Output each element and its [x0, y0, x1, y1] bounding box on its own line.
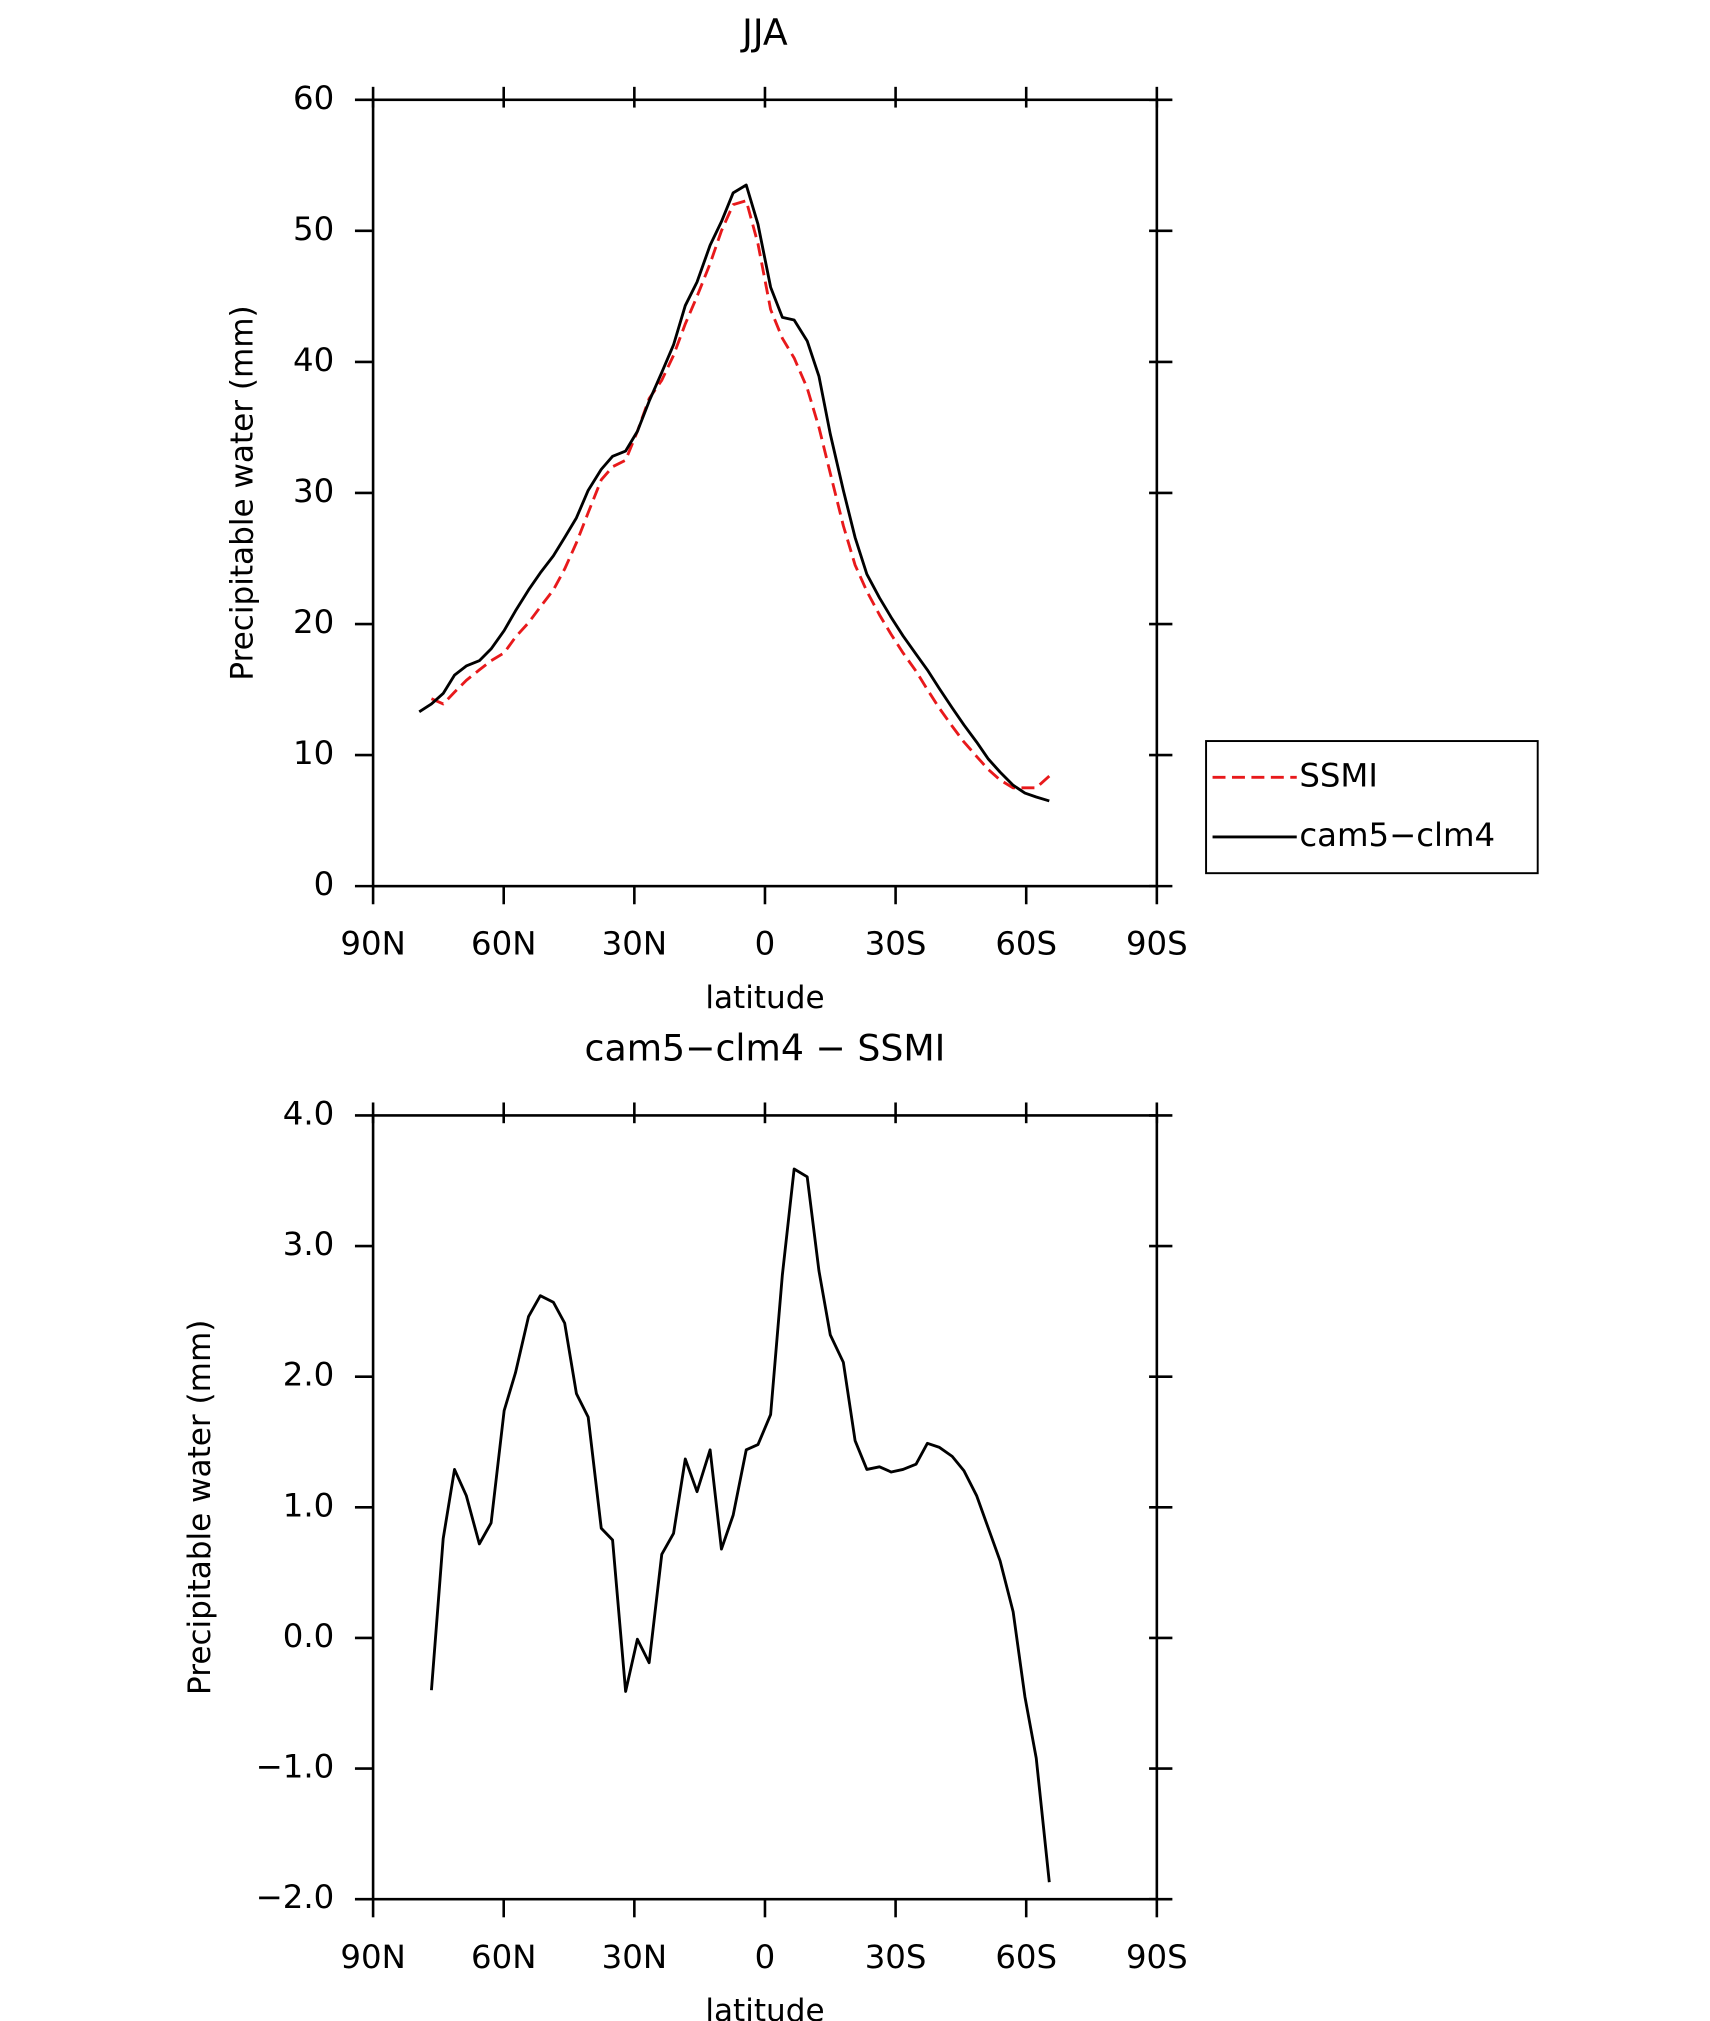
x-tick-label: 30S — [865, 1938, 927, 1976]
x-tick-label: 30N — [602, 925, 667, 963]
y-tick-label: 60 — [293, 79, 334, 117]
y-tick-label: 2.0 — [283, 1356, 334, 1394]
y-axis-label: Precipitable water (mm) — [182, 1320, 218, 1695]
x-tick-label: 90S — [1126, 1938, 1188, 1976]
y-tick-label: 20 — [293, 603, 334, 641]
x-tick-label: 30N — [602, 1938, 667, 1976]
x-tick-label: 60N — [471, 925, 536, 963]
legend-label: cam5−clm4 — [1299, 816, 1495, 854]
data-line — [418, 183, 1050, 803]
x-tick-label: 60S — [995, 925, 1057, 963]
x-tick-label: 90N — [340, 925, 405, 963]
y-tick-label: 3.0 — [283, 1225, 334, 1263]
chart-title: JJA — [740, 11, 788, 54]
chart-title: cam5−clm4 − SSMI — [585, 1027, 946, 1070]
data-line — [430, 1167, 1051, 1883]
data-line — [430, 199, 1051, 790]
x-axis-label: latitude — [705, 1993, 824, 2021]
y-tick-label: −1.0 — [256, 1748, 335, 1786]
plot-frame — [371, 98, 1159, 888]
x-tick-label: 90S — [1126, 925, 1188, 963]
y-tick-label: 0 — [314, 865, 335, 903]
y-tick-label: 50 — [293, 210, 334, 248]
x-tick-label: 0 — [755, 1938, 776, 1976]
legend-label: SSMI — [1299, 756, 1378, 794]
x-tick-label: 0 — [755, 925, 776, 963]
y-tick-label: 0.0 — [283, 1617, 334, 1655]
y-tick-label: 1.0 — [283, 1486, 334, 1524]
legend-box — [1205, 740, 1539, 875]
x-tick-label: 60N — [471, 1938, 536, 1976]
y-tick-label: 40 — [293, 341, 334, 379]
y-tick-label: 10 — [293, 734, 334, 772]
y-tick-label: 30 — [293, 472, 334, 510]
x-tick-label: 90N — [340, 1938, 405, 1976]
x-axis-label: latitude — [705, 980, 824, 1016]
y-tick-label: −2.0 — [256, 1878, 335, 1916]
x-tick-label: 30S — [865, 925, 927, 963]
y-axis-label: Precipitable water (mm) — [225, 305, 261, 680]
y-tick-label: 4.0 — [283, 1094, 334, 1132]
x-tick-label: 60S — [995, 1938, 1057, 1976]
